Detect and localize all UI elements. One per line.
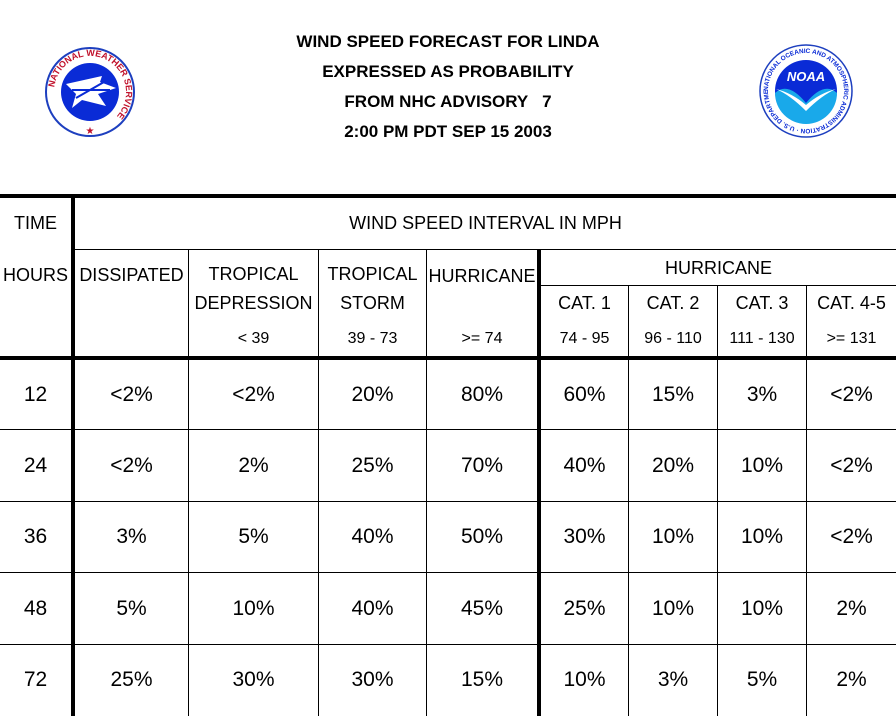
dissipated-cell: <2% [110, 453, 153, 477]
tropical-depression-cell: 5% [238, 525, 269, 548]
cat45-cell: <2% [830, 525, 873, 548]
dissipated-header: DISSIPATED [79, 264, 184, 285]
hurricane-cell: 70% [460, 453, 504, 477]
row-divider [0, 572, 896, 573]
tropical-storm-cell: 40% [351, 525, 394, 548]
tropical-depression-range: < 39 [237, 330, 270, 347]
row-divider [0, 501, 896, 502]
time-column-border [71, 194, 75, 716]
column-divider [717, 285, 718, 716]
cat3-header: CAT. 3 [735, 292, 789, 313]
tropical-storm-header-line1: TROPICAL [327, 263, 418, 284]
cat45-cell: 2% [836, 596, 867, 620]
cat2-cell: 10% [651, 596, 695, 620]
cat1-cell: 25% [563, 596, 606, 620]
title-line-1: WIND SPEED FORECAST FOR LINDA [296, 32, 600, 51]
cat45-cell: 2% [836, 668, 867, 691]
cat3-cell: 10% [740, 596, 784, 620]
cat2-cell: 20% [651, 453, 695, 477]
column-divider [806, 285, 807, 716]
header-bottom-border [0, 356, 896, 360]
noaa-logo: NOAA NATIONAL OCEANIC AND ATMOSPHERIC AD… [758, 43, 853, 138]
cat1-range: 74 - 95 [559, 330, 610, 347]
hurricane-header: HURRICANE [428, 265, 536, 286]
dissipated-cell: 5% [116, 596, 147, 620]
title-line-4: 2:00 PM PDT SEP 15 2003 [344, 122, 552, 141]
cat3-cell: 3% [746, 382, 778, 406]
tropical-depression-cell: 2% [238, 453, 269, 477]
hours-cell: 12 [23, 382, 48, 406]
tropical-depression-header-line2: DEPRESSION [194, 292, 313, 313]
cat2-header: CAT. 2 [646, 292, 700, 313]
cat2-range: 96 - 110 [644, 330, 702, 347]
hours-cell: 48 [23, 596, 48, 620]
column-divider [426, 249, 427, 716]
cat1-header: CAT. 1 [558, 292, 611, 313]
cat3-cell: 5% [746, 668, 778, 691]
tropical-depression-header-line1: TROPICAL [208, 263, 299, 284]
hours-cell: 24 [23, 453, 48, 477]
tropical-depression-cell: 30% [232, 668, 275, 691]
tropical-storm-cell: 20% [351, 382, 394, 406]
cat1-cell: 40% [563, 453, 606, 477]
hours-header: HOURS [2, 264, 68, 285]
column-divider [318, 249, 319, 716]
row-divider [0, 644, 896, 645]
cat45-header: CAT. 4-5 [817, 292, 886, 313]
cat1-cell: 30% [563, 525, 606, 548]
table-top-border [0, 194, 896, 198]
cat3-range: 111 - 130 [729, 330, 795, 347]
title-line-2: EXPRESSED AS PROBABILITY [322, 62, 574, 81]
cat45-cell: <2% [830, 382, 873, 406]
cat3-cell: 10% [740, 453, 784, 477]
cat3-cell: 10% [740, 525, 784, 548]
tropical-storm-range: 39 - 73 [347, 330, 398, 347]
svg-text:★: ★ [86, 126, 95, 137]
column-divider [188, 249, 189, 716]
title-line-3: FROM NHC ADVISORY 7 [344, 92, 552, 111]
hours-cell: 72 [23, 668, 48, 691]
hurricane-group-header: HURRICANE [664, 257, 772, 278]
hurricane-cell: 15% [460, 668, 504, 691]
cat45-cell: <2% [830, 453, 873, 477]
cat2-cell: 3% [657, 668, 689, 691]
cat2-cell: 10% [651, 525, 695, 548]
hurricane-range: >= 74 [461, 330, 503, 347]
time-header: TIME [14, 213, 57, 233]
tropical-storm-header-line2: STORM [340, 292, 405, 313]
column-divider [628, 285, 629, 716]
cat45-range: >= 131 [826, 330, 877, 347]
row-divider [0, 429, 896, 430]
cat2-cell: 15% [651, 382, 695, 406]
cat1-cell: 60% [563, 382, 606, 406]
dissipated-cell: 25% [110, 668, 153, 691]
interval-header: WIND SPEED INTERVAL IN MPH [349, 213, 622, 233]
dissipated-cell: 3% [116, 525, 147, 548]
header-divider [73, 249, 896, 250]
hurricane-cell: 50% [460, 525, 504, 548]
hurricane-cell: 45% [460, 596, 504, 620]
tropical-storm-cell: 40% [351, 596, 394, 620]
hurricane-group-border [537, 249, 541, 716]
noaa-logo-text: NOAA [787, 69, 825, 84]
dissipated-cell: <2% [110, 382, 153, 406]
cat1-cell: 10% [563, 668, 606, 691]
page-title: WIND SPEED FORECAST FOR LINDA EXPRESSED … [0, 27, 896, 147]
tropical-storm-cell: 25% [351, 453, 394, 477]
tropical-depression-cell: 10% [232, 596, 275, 620]
hours-cell: 36 [23, 525, 48, 548]
hurricane-cell: 80% [460, 382, 504, 406]
nws-logo: NATIONAL WEATHER SERVICE ★ [45, 47, 135, 137]
tropical-storm-cell: 30% [351, 668, 394, 691]
tropical-depression-cell: <2% [232, 382, 275, 406]
